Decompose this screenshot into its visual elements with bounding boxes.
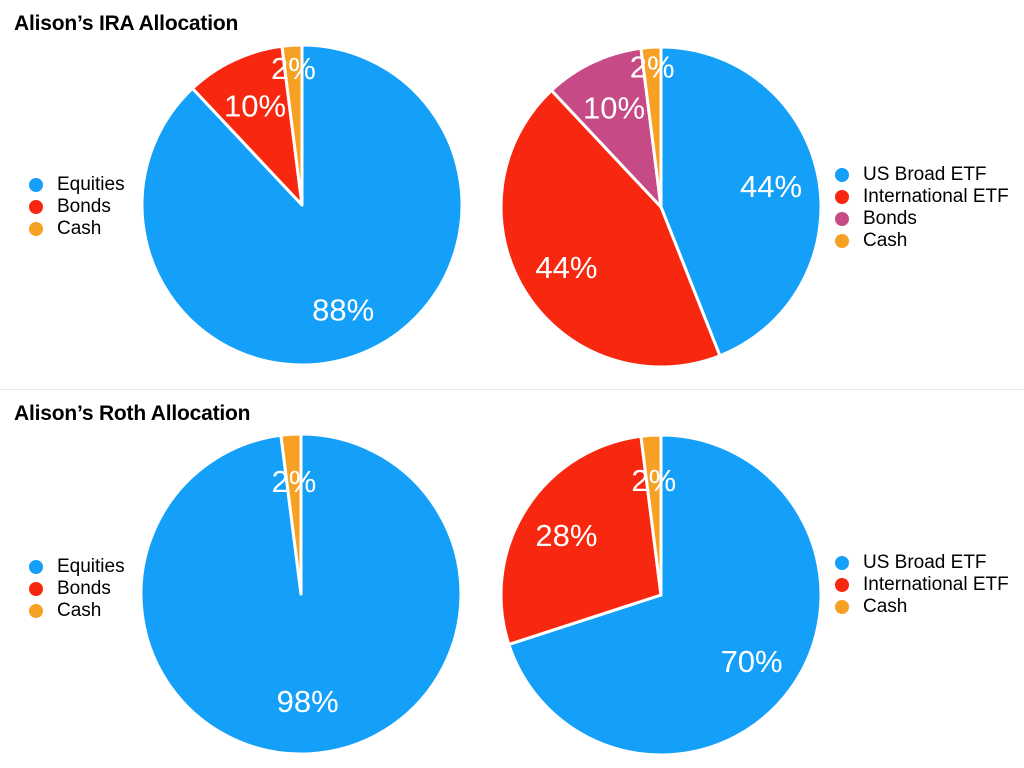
equities-swatch-icon [29, 560, 43, 574]
pie-slice-international-etf [499, 88, 722, 369]
slice-label-international-etf: 28% [535, 518, 597, 553]
legend-label-cash: Cash [57, 600, 102, 621]
legend-label-bonds: Bonds [57, 196, 111, 217]
pie-slice-cash [639, 433, 663, 597]
legend-label-international-etf: International ETF [863, 574, 1009, 595]
pie-ira-asset-classes: 88% 10%2% [140, 43, 464, 367]
legend-item-cash: Cash [29, 600, 125, 622]
legend-item-us-broad-etf: US Broad ETF [835, 164, 1009, 186]
slice-label-cash: 2% [630, 50, 675, 85]
legend-item-cash: Cash [835, 596, 1009, 618]
pie-ira-funds: 44% 44% 10% 2% [499, 45, 823, 369]
slice-label-us-broad-etf: 44% [740, 169, 802, 204]
legend-label-us-broad-etf: US Broad ETF [863, 164, 987, 185]
legend-label-us-broad-etf: US Broad ETF [863, 552, 987, 573]
us-broad-etf-swatch-icon [835, 168, 849, 182]
legend-roth-funds: US Broad ETF International ETF Cash [835, 552, 1009, 618]
pie-roth-asset-classes: 98% 2% [139, 432, 463, 756]
slice-label-cash: 2% [631, 463, 676, 498]
cash-swatch-icon [29, 222, 43, 236]
legend-item-cash: Cash [835, 230, 1009, 252]
pie-slice-international-etf [499, 434, 663, 646]
bonds-swatch-icon [29, 582, 43, 596]
section-title-ira: Alison’s IRA Allocation [14, 12, 239, 35]
bonds-swatch-icon [835, 212, 849, 226]
legend-item-international-etf: International ETF [835, 574, 1009, 596]
legend-item-international-etf: International ETF [835, 186, 1009, 208]
legend-label-bonds: Bonds [57, 578, 111, 599]
slice-label-cash: 2% [271, 51, 316, 86]
pie-slice-bonds [190, 44, 304, 207]
pie-roth-funds: 70% 28% 2% [499, 433, 823, 757]
slice-label-bonds: 10% [583, 90, 645, 125]
slice-label-international-etf: 44% [535, 250, 597, 285]
pie-slice-us-broad-etf [507, 433, 823, 757]
cash-swatch-icon [835, 234, 849, 248]
legend-ira-asset-classes: Equities Bonds Cash [29, 174, 125, 240]
slice-label-equities: 88% [312, 292, 374, 327]
slice-label-us-broad-etf: 70% [721, 644, 783, 679]
legend-label-equities: Equities [57, 556, 125, 577]
legend-ira-funds: US Broad ETF International ETF Bonds Cash [835, 164, 1009, 252]
pie-slice-cash [279, 432, 303, 596]
bonds-swatch-icon [29, 200, 43, 214]
pie-slice-bonds [549, 46, 663, 209]
section-title-roth: Alison’s Roth Allocation [14, 402, 251, 425]
slice-label-cash: 2% [271, 464, 316, 499]
cash-swatch-icon [835, 600, 849, 614]
legend-item-equities: Equities [29, 556, 125, 578]
pie-slice-cash [639, 45, 663, 209]
cash-swatch-icon [29, 604, 43, 618]
equities-swatch-icon [29, 178, 43, 192]
pie-slice-cash [280, 43, 304, 207]
slice-label-equities: 98% [277, 684, 339, 719]
legend-item-cash: Cash [29, 218, 125, 240]
legend-label-cash: Cash [863, 230, 908, 251]
us-broad-etf-swatch-icon [835, 556, 849, 570]
legend-label-cash: Cash [57, 218, 102, 239]
legend-item-us-broad-etf: US Broad ETF [835, 552, 1009, 574]
section-divider [0, 389, 1024, 390]
legend-label-bonds: Bonds [863, 208, 917, 229]
legend-item-equities: Equities [29, 174, 125, 196]
legend-item-bonds: Bonds [29, 196, 125, 218]
legend-label-cash: Cash [863, 596, 908, 617]
legend-item-bonds: Bonds [835, 208, 1009, 230]
legend-item-bonds: Bonds [29, 578, 125, 600]
legend-label-international-etf: International ETF [863, 186, 1009, 207]
legend-label-equities: Equities [57, 174, 125, 195]
international-etf-swatch-icon [835, 578, 849, 592]
legend-roth-asset-classes: Equities Bonds Cash [29, 556, 125, 622]
slice-label-bonds: 10% [224, 88, 286, 123]
international-etf-swatch-icon [835, 190, 849, 204]
pie-slice-us-broad-etf [659, 45, 823, 358]
